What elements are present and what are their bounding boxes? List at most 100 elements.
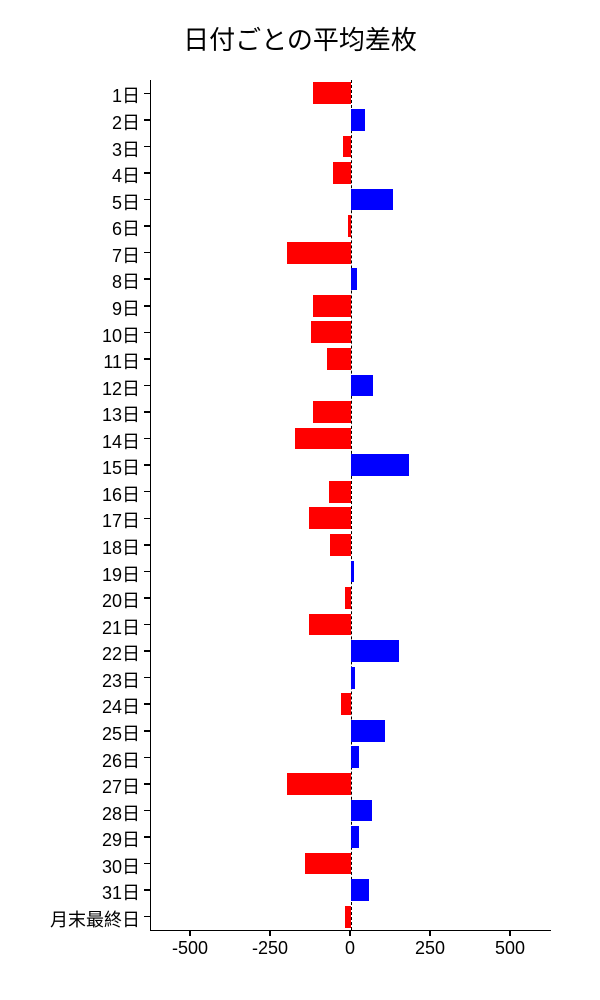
ytick-mark [144, 757, 150, 759]
ytick-label: 5日 [112, 189, 140, 215]
ytick-mark [144, 889, 150, 891]
ytick-mark [144, 650, 150, 652]
ytick-label: 1日 [112, 82, 140, 108]
ytick-mark [144, 438, 150, 440]
bar [345, 587, 351, 609]
bar [330, 534, 351, 556]
ytick-label: 23日 [102, 667, 140, 693]
bar [351, 561, 354, 583]
ytick-mark [144, 544, 150, 546]
xtick-mark [269, 930, 271, 936]
ytick-mark [144, 491, 150, 493]
bar [313, 82, 351, 104]
ytick-label: 9日 [112, 295, 140, 321]
xtick-label: 250 [415, 938, 445, 959]
bar [351, 454, 409, 476]
bar [351, 826, 359, 848]
ytick-mark [144, 199, 150, 201]
bar [351, 879, 369, 901]
ytick-mark [144, 146, 150, 148]
bar [351, 800, 372, 822]
ytick-label: 14日 [102, 428, 140, 454]
ytick-label: 15日 [102, 454, 140, 480]
bar [343, 136, 351, 158]
xtick-mark [349, 930, 351, 936]
plot-area [150, 80, 551, 931]
ytick-label: 4日 [112, 162, 140, 188]
ytick-label: 16日 [102, 481, 140, 507]
xtick-label: 0 [345, 938, 355, 959]
ytick-label: 8日 [112, 268, 140, 294]
xtick-mark [189, 930, 191, 936]
xtick-label: -500 [172, 938, 208, 959]
chart-title: 日付ごとの平均差枚 [0, 20, 600, 57]
ytick-mark [144, 172, 150, 174]
ytick-label: 26日 [102, 747, 140, 773]
ytick-label: 2日 [112, 109, 140, 135]
ytick-mark [144, 305, 150, 307]
ytick-mark [144, 730, 150, 732]
bar [329, 481, 351, 503]
bar [341, 693, 351, 715]
ytick-label: 28日 [102, 800, 140, 826]
ytick-mark [144, 464, 150, 466]
ytick-mark [144, 332, 150, 334]
bar [305, 853, 351, 875]
ytick-mark [144, 677, 150, 679]
ytick-label: 27日 [102, 773, 140, 799]
ytick-mark [144, 703, 150, 705]
ytick-label: 13日 [102, 401, 140, 427]
bar [351, 189, 393, 211]
ytick-label: 31日 [102, 879, 140, 905]
ytick-label: 18日 [102, 534, 140, 560]
bar [309, 614, 351, 636]
bar [351, 375, 373, 397]
bar [287, 242, 351, 264]
ytick-mark [144, 252, 150, 254]
bar [295, 428, 351, 450]
ytick-label: 7日 [112, 242, 140, 268]
ytick-mark [144, 624, 150, 626]
xtick-mark [509, 930, 511, 936]
ytick-label: 22日 [102, 640, 140, 666]
ytick-label: 20日 [102, 587, 140, 613]
ytick-mark [144, 358, 150, 360]
ytick-mark [144, 411, 150, 413]
ytick-label: 月末最終日 [50, 906, 140, 932]
bar [351, 268, 357, 290]
ytick-label: 30日 [102, 853, 140, 879]
xtick-label: 500 [495, 938, 525, 959]
bar [311, 321, 351, 343]
ytick-label: 29日 [102, 826, 140, 852]
ytick-label: 3日 [112, 136, 140, 162]
xtick-mark [429, 930, 431, 936]
ytick-label: 21日 [102, 614, 140, 640]
ytick-mark [144, 278, 150, 280]
bar [351, 746, 359, 768]
ytick-mark [144, 916, 150, 918]
ytick-label: 19日 [102, 561, 140, 587]
ytick-mark [144, 810, 150, 812]
ytick-label: 24日 [102, 693, 140, 719]
bar [309, 507, 351, 529]
ytick-label: 25日 [102, 720, 140, 746]
bar [333, 162, 351, 184]
ytick-label: 6日 [112, 215, 140, 241]
ytick-mark [144, 836, 150, 838]
bar [345, 906, 351, 928]
bar [351, 667, 355, 689]
ytick-mark [144, 571, 150, 573]
bar [351, 720, 385, 742]
chart-container: 日付ごとの平均差枚 1日2日3日4日5日6日7日8日9日10日11日12日13日… [0, 0, 600, 1000]
ytick-label: 17日 [102, 507, 140, 533]
bar [351, 109, 365, 131]
bar [351, 640, 399, 662]
ytick-label: 12日 [102, 375, 140, 401]
bar [348, 215, 351, 237]
ytick-mark [144, 119, 150, 121]
ytick-mark [144, 597, 150, 599]
bar [313, 401, 351, 423]
bar [313, 295, 351, 317]
ytick-mark [144, 93, 150, 95]
ytick-mark [144, 783, 150, 785]
